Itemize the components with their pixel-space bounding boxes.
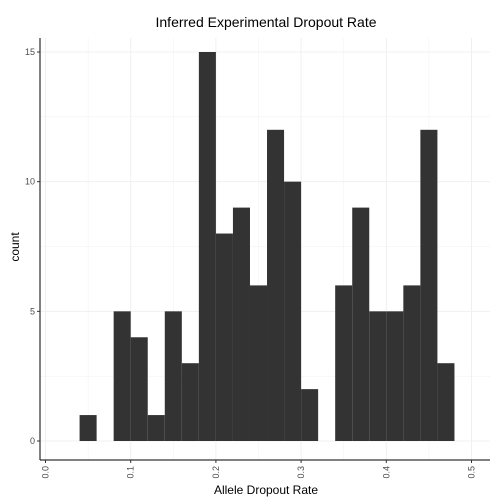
y-axis-ticks: 0 5 10 15 — [25, 47, 40, 446]
histogram-bar — [284, 181, 302, 441]
y-tick-label: 10 — [25, 177, 35, 187]
histogram-bar — [437, 363, 455, 441]
histogram-bar — [113, 311, 131, 441]
histogram-bar — [335, 285, 353, 441]
histogram-bar — [403, 285, 421, 441]
histogram-bar — [249, 285, 268, 441]
x-tick-label: 0.4 — [381, 466, 391, 479]
histogram-bar — [420, 129, 438, 442]
y-tick-label: 0 — [30, 436, 35, 446]
histogram-bar — [164, 311, 182, 441]
x-tick-label: 0.0 — [41, 466, 51, 479]
histogram-bar — [301, 389, 319, 441]
x-tick-label: 0.2 — [211, 466, 221, 479]
histogram-bar — [352, 207, 370, 441]
histogram-bar — [267, 129, 285, 442]
bars — [79, 52, 455, 442]
x-tick-label: 0.3 — [296, 466, 306, 479]
x-tick-label: 0.5 — [467, 466, 477, 479]
x-axis-ticks: 0.0 0.1 0.2 0.3 0.4 0.5 — [41, 460, 477, 479]
x-axis-title: Allele Dropout Rate — [214, 483, 318, 497]
histogram-bar — [181, 363, 199, 441]
histogram-bar — [130, 337, 148, 441]
histogram-bar — [386, 311, 404, 441]
y-tick-label: 5 — [30, 306, 35, 316]
histogram-bar — [198, 52, 216, 441]
histogram-bar — [79, 415, 97, 441]
chart-title: Inferred Experimental Dropout Rate — [156, 14, 377, 30]
histogram-bar — [369, 311, 387, 441]
x-tick-label: 0.1 — [126, 466, 136, 479]
y-tick-label: 15 — [25, 47, 35, 57]
y-axis-title: count — [8, 232, 22, 262]
histogram-bar — [232, 207, 250, 441]
histogram-bar — [215, 233, 233, 441]
histogram-bar — [147, 415, 165, 441]
